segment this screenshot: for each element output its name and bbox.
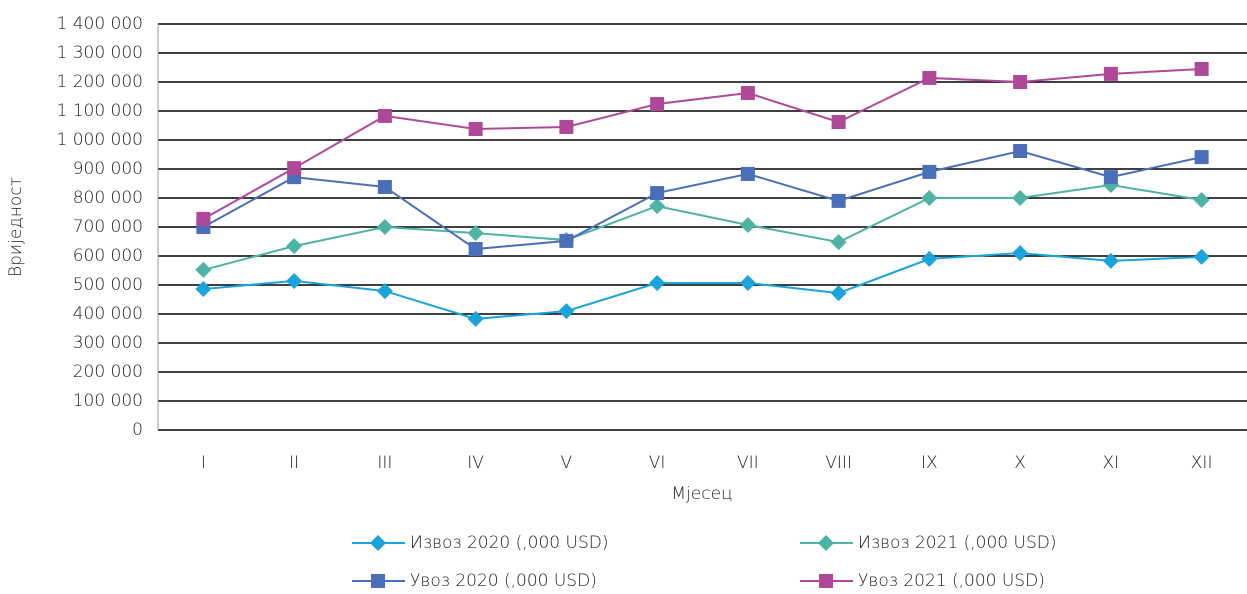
data-point <box>649 274 666 291</box>
data-point <box>650 97 665 112</box>
data-point <box>1102 252 1119 269</box>
x-tick-label: IV <box>467 453 484 473</box>
legend-label: Увоз 2021 (,000 USD) <box>858 571 1045 591</box>
data-point <box>287 161 302 176</box>
data-point <box>831 193 846 208</box>
x-tick-label: XI <box>1103 453 1120 473</box>
series-line <box>203 252 1202 320</box>
data-point <box>921 250 938 267</box>
x-tick-label: V <box>561 453 573 473</box>
data-point <box>1193 192 1210 209</box>
data-point <box>286 272 303 289</box>
y-tick-label: 1 200 000 <box>56 72 143 92</box>
x-tick-label: IX <box>921 453 938 473</box>
y-tick-label: 200 000 <box>73 362 143 382</box>
legend-marker <box>818 535 834 551</box>
data-point <box>1193 248 1210 265</box>
data-point <box>559 233 574 248</box>
x-tick-label: XII <box>1191 453 1213 473</box>
data-point <box>468 121 483 136</box>
data-point <box>376 219 393 235</box>
data-point <box>740 166 755 181</box>
x-tick-label: VII <box>737 453 759 473</box>
y-tick-label: 100 000 <box>73 391 143 411</box>
x-axis-label: Мјесец <box>671 484 732 504</box>
y-tick-label: 800 000 <box>73 188 143 208</box>
series-line <box>203 183 1202 271</box>
data-point <box>196 211 211 226</box>
legend-label: Извоз 2020 (,000 USD) <box>410 533 609 553</box>
data-point <box>650 186 665 201</box>
y-tick-label: 400 000 <box>73 304 143 324</box>
data-point <box>831 115 846 130</box>
y-tick-label: 1 100 000 <box>56 101 143 121</box>
data-point <box>467 310 484 327</box>
data-point <box>922 70 937 85</box>
data-point <box>195 281 212 298</box>
data-point <box>468 242 483 257</box>
data-point <box>1013 144 1028 159</box>
y-axis-label: Вриједност <box>6 177 26 277</box>
data-point <box>558 303 575 320</box>
y-tick-label: 600 000 <box>73 246 143 266</box>
x-tick-label: VI <box>649 453 666 473</box>
data-point <box>559 119 574 134</box>
data-point <box>377 108 392 123</box>
data-point <box>1103 170 1118 185</box>
x-tick-label: I <box>201 453 206 473</box>
data-point <box>830 285 847 302</box>
x-tick-label: III <box>377 453 392 473</box>
x-tick-label: VIII <box>825 453 852 473</box>
data-point <box>649 198 666 215</box>
data-point <box>1103 66 1118 81</box>
x-tick-label: X <box>1014 453 1026 473</box>
data-point <box>195 261 212 278</box>
y-tick-label: 0 <box>132 420 143 440</box>
legend-marker <box>819 574 833 588</box>
series-line <box>202 149 1202 251</box>
x-tick-label: II <box>289 453 299 473</box>
data-point <box>740 86 755 101</box>
data-point <box>286 238 303 255</box>
data-point <box>1012 190 1029 206</box>
data-point <box>739 216 756 233</box>
series-line <box>202 67 1202 220</box>
y-tick-label: 300 000 <box>73 333 143 353</box>
data-point <box>1012 245 1029 262</box>
y-tick-label: 500 000 <box>73 275 143 295</box>
data-point <box>467 225 484 242</box>
y-tick-label: 700 000 <box>73 217 143 237</box>
data-point <box>830 234 847 251</box>
data-point <box>1194 61 1209 76</box>
data-point <box>377 179 392 194</box>
data-point <box>739 274 756 291</box>
y-tick-label: 1 300 000 <box>56 43 143 63</box>
data-point <box>922 164 937 179</box>
legend-label: Извоз 2021 (,000 USD) <box>858 533 1057 553</box>
data-point <box>1013 75 1028 89</box>
data-point <box>376 283 393 300</box>
legend-marker <box>371 574 385 588</box>
data-point <box>1194 150 1209 165</box>
y-tick-label: 1 000 000 <box>56 130 143 150</box>
data-point <box>921 190 938 206</box>
y-tick-label: 900 000 <box>73 159 143 179</box>
y-tick-label: 1 400 000 <box>56 14 143 34</box>
legend-label: Увоз 2020 (,000 USD) <box>410 571 597 591</box>
legend-marker <box>370 535 386 551</box>
